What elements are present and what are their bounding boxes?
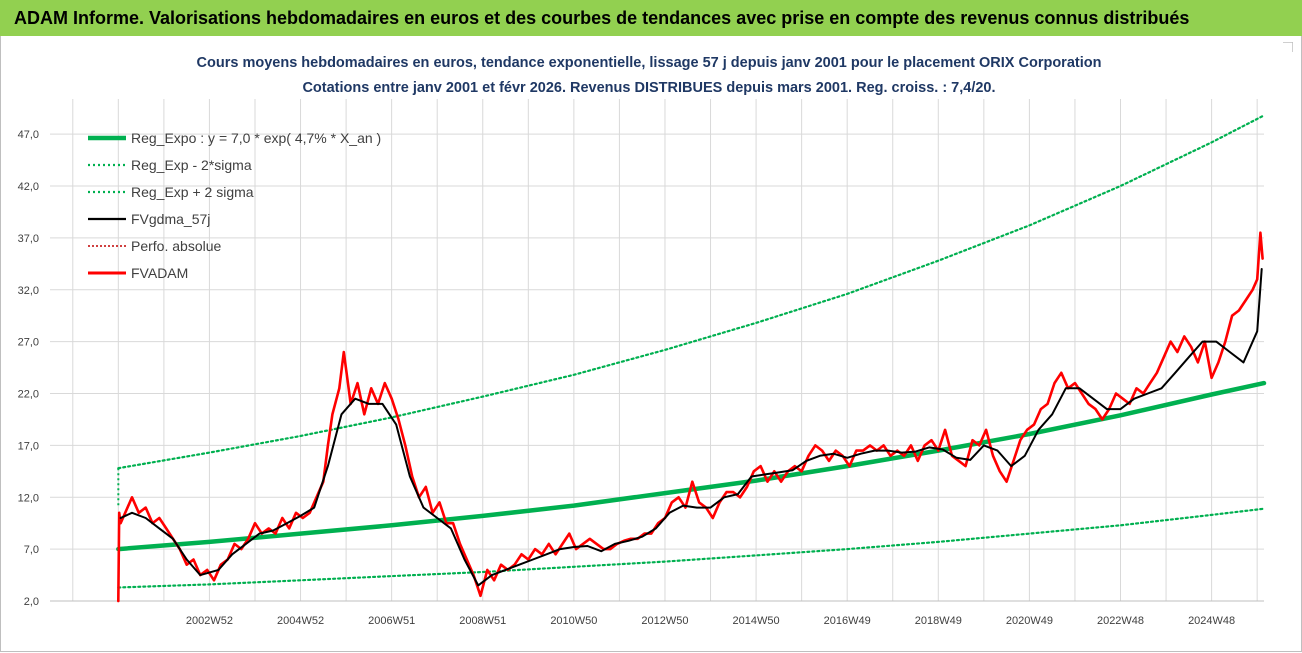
report-banner: ADAM Informe. Valorisations hebdomadaire… bbox=[0, 0, 1302, 36]
y-tick-label: 32,0 bbox=[18, 285, 39, 297]
series-lines bbox=[116, 114, 1267, 603]
x-tick-label: 2018W49 bbox=[915, 615, 962, 627]
report-title: ADAM Informe. Valorisations hebdomadaire… bbox=[14, 8, 1190, 28]
series-line-smoothed bbox=[119, 268, 1263, 587]
y-tick-label: 42,0 bbox=[18, 181, 39, 193]
y-tick-label: 7,0 bbox=[24, 544, 39, 556]
y-tick-label: 17,0 bbox=[18, 440, 39, 452]
y-tick-label: 12,0 bbox=[18, 492, 39, 504]
chart-title-line2: Cotations entre janv 2001 et févr 2026. … bbox=[302, 80, 995, 96]
x-tick-label: 2006W51 bbox=[368, 615, 415, 627]
legend-label: Reg_Exp - 2*sigma bbox=[131, 157, 252, 173]
x-tick-label: 2002W52 bbox=[186, 615, 233, 627]
x-tick-label: 2004W52 bbox=[277, 615, 324, 627]
legend-label: Perfo. absolue bbox=[131, 238, 221, 254]
axes: 2,0 7,0 12,0 17,0 22,0 27,0 32,0 37,0 42,0 47,0 20… bbox=[18, 129, 1264, 627]
x-tick-label: 2024W48 bbox=[1188, 615, 1235, 627]
legend-label: FVgdma_57j bbox=[131, 211, 210, 227]
y-tick-label: 2,0 bbox=[24, 596, 39, 608]
legend: Reg_Expo : y = 7,0 * exp( 4,7% * X_an ) R… bbox=[88, 130, 381, 281]
x-tick-label: 2014W50 bbox=[733, 615, 780, 627]
x-tick-label: 2012W50 bbox=[641, 615, 688, 627]
legend-label: Reg_Exp + 2 sigma bbox=[131, 184, 254, 200]
legend-label: FVADAM bbox=[131, 265, 188, 281]
x-tick-label: 2008W51 bbox=[459, 615, 506, 627]
x-tick-label: 2016W49 bbox=[824, 615, 871, 627]
series-line-trend bbox=[116, 380, 1267, 552]
series-line-fvadam bbox=[117, 231, 1264, 603]
series-line-lower bbox=[117, 507, 1266, 589]
x-tick-label: 2020W49 bbox=[1006, 615, 1053, 627]
y-tick-label: 22,0 bbox=[18, 389, 39, 401]
y-tick-label: 27,0 bbox=[18, 337, 39, 349]
x-tick-label: 2022W48 bbox=[1097, 615, 1144, 627]
legend-label: Reg_Expo : y = 7,0 * exp( 4,7% * X_an ) bbox=[131, 130, 381, 146]
y-tick-label: 37,0 bbox=[18, 233, 39, 245]
y-tick-label: 47,0 bbox=[18, 129, 39, 141]
series-line-upper bbox=[117, 114, 1266, 470]
x-tick-label: 2010W50 bbox=[550, 615, 597, 627]
chart-title-line1: Cours moyens hebdomadaires en euros, ten… bbox=[197, 55, 1102, 71]
